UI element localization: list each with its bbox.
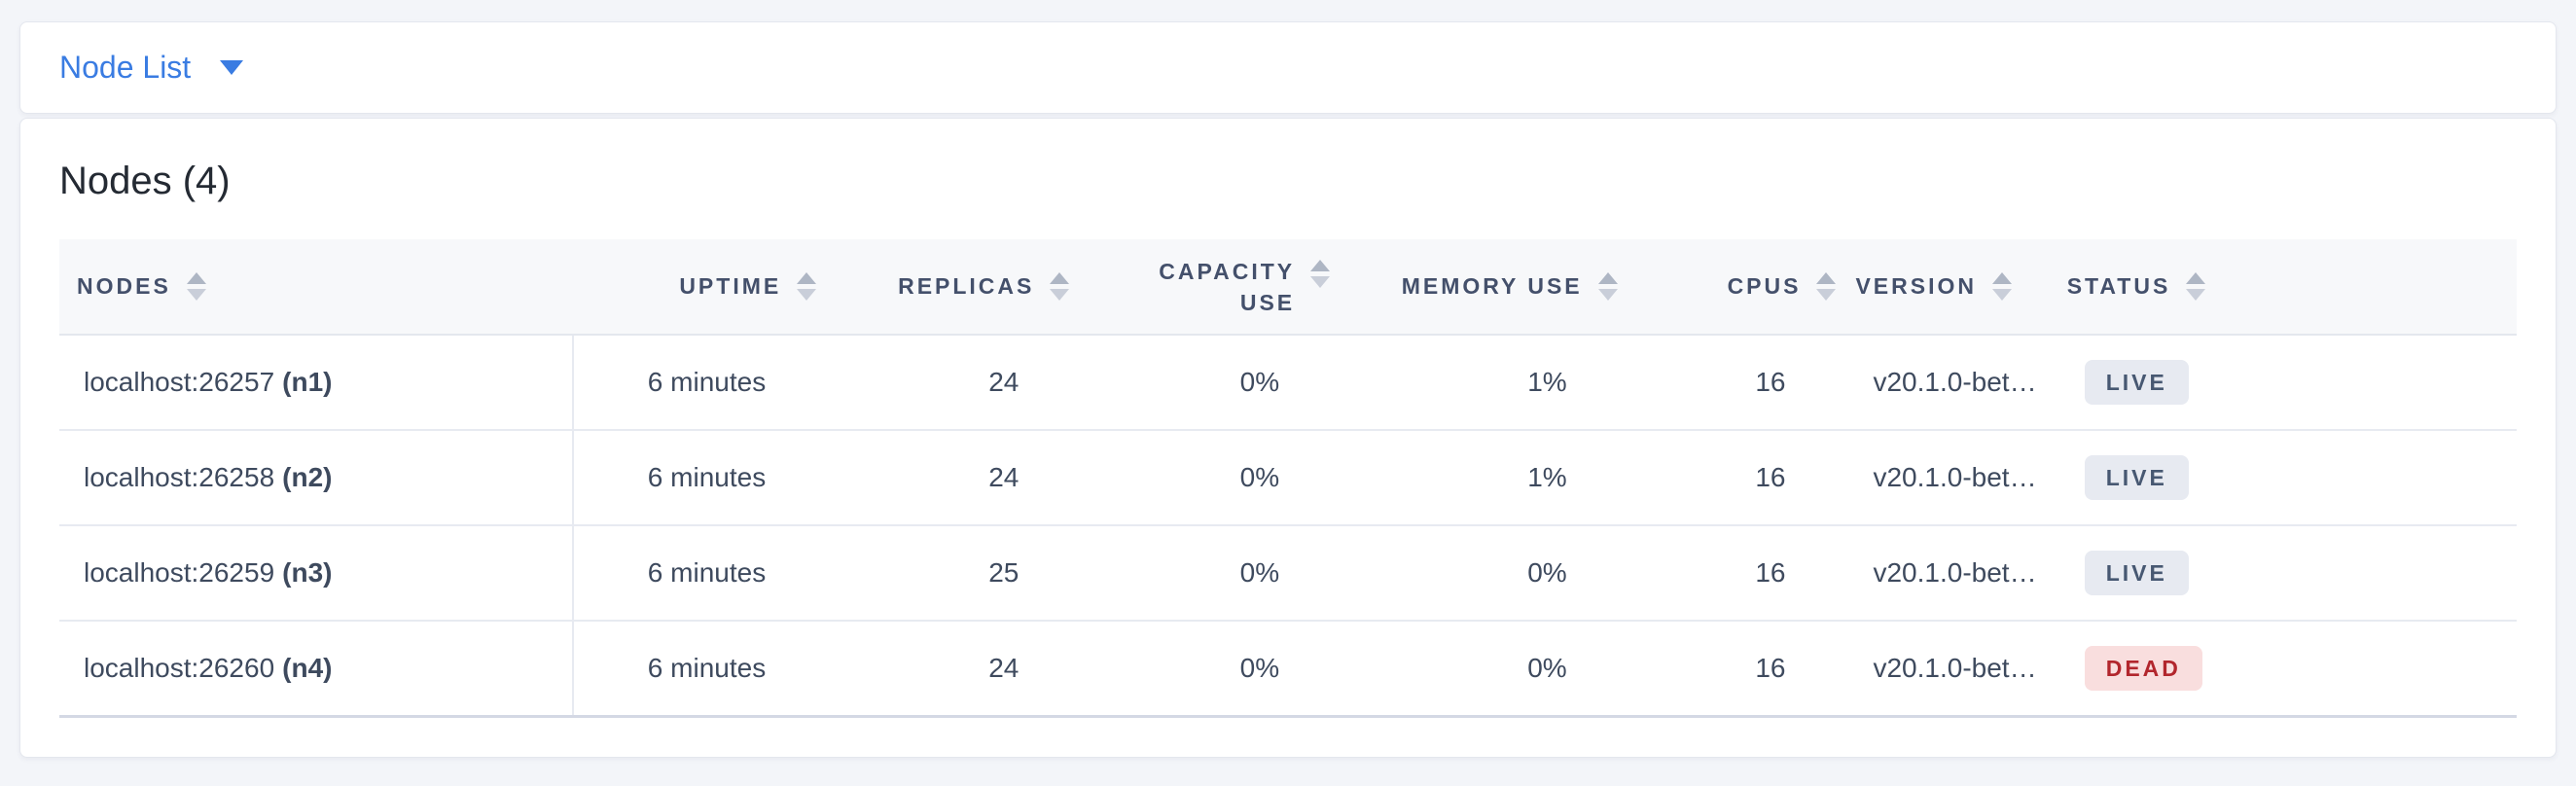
table-header-row: Nodes Uptime Replicas [59,239,2517,336]
version-cell: v20.1.0-bet… [1855,525,2067,622]
status-cell: LIVE [2066,335,2517,431]
column-label: Memory Use [1401,273,1583,299]
column-header-nodes[interactable]: Nodes [59,239,573,336]
status-cell: LIVE [2066,525,2517,622]
column-label: Nodes [77,273,171,299]
node-address: localhost:26260 [84,652,275,683]
uptime-cell: 6 minutes [572,430,837,526]
cpus-cell: 16 [1636,335,1856,431]
node-address-cell: localhost:26257 (n1) [59,335,574,431]
sort-icon [1310,259,1331,288]
node-address: localhost:26259 [84,557,275,588]
version-cell: v20.1.0-bet… [1855,335,2067,431]
capacity-use-cell: 0% [1089,335,1350,431]
status-badge: DEAD [2084,645,2202,691]
capacity-use-cell: 0% [1089,525,1350,622]
table-row-node-1[interactable]: localhost:26257 (n1) 6 minutes 24 0% 1% 1… [59,335,2517,431]
column-label: Uptime [679,273,782,299]
status-badge: LIVE [2084,360,2189,405]
status-cell: LIVE [2066,430,2517,526]
version-cell: v20.1.0-bet… [1855,621,2067,718]
column-header-cpus[interactable]: CPUs [1636,239,1856,336]
uptime-cell: 6 minutes [572,621,837,718]
replicas-cell: 24 [836,335,1090,431]
status-badge: LIVE [2084,455,2189,500]
sort-icon [1050,272,1070,301]
replicas-cell: 25 [836,525,1090,622]
column-header-uptime[interactable]: Uptime [572,239,837,336]
node-address-cell: localhost:26258 (n2) [59,430,574,526]
column-header-status[interactable]: Status [2066,239,2517,336]
view-dropdown[interactable]: Node List [59,50,244,86]
column-label: Version [1855,273,1977,299]
page-title: Nodes (4) [59,160,231,202]
memory-use-cell: 1% [1349,430,1637,526]
sort-icon [797,272,817,301]
sort-icon [186,272,206,301]
column-label-line: Capacity [1159,258,1296,284]
node-address-cell: localhost:26260 (n4) [59,621,574,718]
capacity-use-cell: 0% [1089,621,1350,718]
column-label: Status [2066,273,2171,299]
sort-icon [1597,272,1618,301]
column-header-capacity-use[interactable]: Capacity Use [1089,239,1350,336]
cpus-cell: 16 [1636,525,1856,622]
version-cell: v20.1.0-bet… [1855,430,2067,526]
memory-use-cell: 0% [1349,525,1637,622]
column-header-memory-use[interactable]: Memory Use [1349,239,1637,336]
status-badge: LIVE [2084,551,2189,595]
replicas-cell: 24 [836,430,1090,526]
column-label-line: Use [1239,289,1296,315]
node-id: (n2) [282,462,333,492]
node-id: (n3) [282,557,333,588]
table-row-node-2[interactable]: localhost:26258 (n2) 6 minutes 24 0% 1% 1… [59,430,2517,526]
node-address: localhost:26258 [84,462,275,492]
column-header-replicas[interactable]: Replicas [836,239,1090,336]
column-label: CPUs [1727,273,1802,299]
capacity-use-cell: 0% [1089,430,1350,526]
table-row-node-4[interactable]: localhost:26260 (n4) 6 minutes 24 0% 0% 1… [59,621,2517,718]
node-address: localhost:26257 [84,367,275,397]
memory-use-cell: 1% [1349,335,1637,431]
nodes-table: Nodes Uptime Replicas [59,239,2517,718]
column-header-version[interactable]: Version [1855,239,2067,336]
cpus-cell: 16 [1636,621,1856,718]
view-selector-card: Node List [19,21,2557,114]
table-row-node-3[interactable]: localhost:26259 (n3) 6 minutes 25 0% 0% 1… [59,525,2517,622]
memory-use-cell: 0% [1349,621,1637,718]
column-label: Replicas [898,273,1035,299]
uptime-cell: 6 minutes [572,525,837,622]
node-id: (n1) [282,367,333,397]
sort-icon [2186,272,2206,301]
status-cell: DEAD [2066,621,2517,718]
cpus-cell: 16 [1636,430,1856,526]
view-dropdown-label: Node List [59,50,192,85]
uptime-cell: 6 minutes [572,335,837,431]
node-address-cell: localhost:26259 (n3) [59,525,574,622]
node-id: (n4) [282,652,333,683]
sort-icon [1992,272,2012,301]
replicas-cell: 24 [836,621,1090,718]
nodes-panel: Nodes (4) Nodes [19,118,2557,758]
sort-icon [1816,272,1837,301]
chevron-down-icon [220,60,244,75]
